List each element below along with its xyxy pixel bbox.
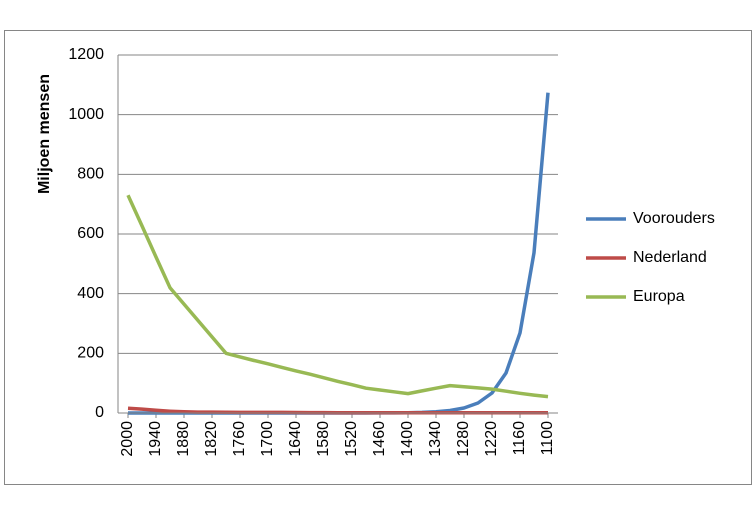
x-tick-label: 1100 xyxy=(539,421,556,456)
x-tick-label: 1220 xyxy=(483,421,500,457)
x-tick-label: 1820 xyxy=(203,421,220,457)
y-tick-label: 600 xyxy=(77,225,104,242)
y-tick-label: 200 xyxy=(77,345,104,362)
y-tick-label: 1000 xyxy=(68,106,104,123)
legend-label: Nederland xyxy=(633,249,707,266)
x-tick-label: 1880 xyxy=(175,421,192,457)
y-tick-label: 0 xyxy=(95,404,104,421)
x-tick-label: 1340 xyxy=(427,421,444,457)
y-tick-label: 800 xyxy=(77,166,104,183)
legend-label: Voorouders xyxy=(633,210,715,227)
x-tick-label: 1640 xyxy=(287,421,304,457)
x-tick-label: 1700 xyxy=(259,421,276,457)
x-tick-label: 1520 xyxy=(343,421,360,457)
x-tick-label: 1400 xyxy=(399,421,416,457)
x-tick-label: 2000 xyxy=(119,421,136,457)
series-line xyxy=(126,194,549,399)
legend-label: Europa xyxy=(633,288,685,305)
x-tick-label: 1760 xyxy=(231,421,248,457)
x-tick-label: 1580 xyxy=(315,421,332,457)
y-axis-title: Miljoen mensen xyxy=(36,74,53,194)
x-tick-label: 1160 xyxy=(511,421,528,456)
y-tick-label: 400 xyxy=(77,285,104,302)
x-tick-label: 1460 xyxy=(371,421,388,457)
x-tick-label: 1940 xyxy=(147,421,164,457)
x-tick-label: 1280 xyxy=(455,421,472,457)
y-tick-label: 1200 xyxy=(68,46,104,63)
